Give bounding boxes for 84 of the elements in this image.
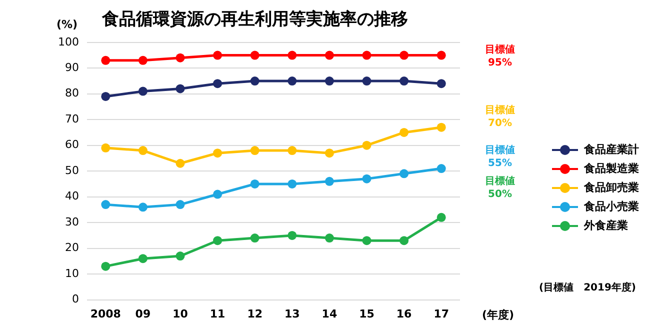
point	[400, 128, 409, 137]
point	[288, 50, 297, 60]
point	[362, 140, 372, 150]
point	[288, 76, 297, 86]
point	[101, 262, 110, 271]
y-axis-title: (%)	[56, 18, 78, 31]
point	[138, 254, 148, 264]
point	[138, 202, 148, 212]
point	[213, 190, 222, 199]
legend-label: 外食産業	[584, 218, 628, 233]
point	[213, 148, 222, 158]
point	[288, 146, 297, 156]
point	[362, 236, 372, 246]
x-axis-title: (年度)	[482, 308, 514, 322]
point	[400, 50, 409, 60]
point	[250, 50, 260, 60]
point	[213, 50, 222, 60]
point	[176, 53, 185, 62]
point	[324, 234, 334, 243]
y-tick-label: 20	[64, 241, 79, 254]
point	[138, 86, 148, 96]
x-tick-label: 10	[172, 307, 188, 320]
x-tick-label: 11	[210, 307, 226, 320]
point	[101, 143, 110, 152]
y-tick-label: 40	[64, 190, 79, 203]
point	[400, 76, 409, 86]
point	[436, 50, 446, 60]
chart-title: 食品循環資源の再生利用等実施率の推移	[101, 10, 408, 30]
text: 目標値 70%	[485, 104, 515, 130]
point	[436, 79, 446, 88]
point	[436, 164, 446, 174]
x-tick-label: 13	[284, 307, 300, 320]
point	[250, 234, 260, 243]
y-tick-label: 70	[64, 112, 79, 126]
point	[138, 56, 148, 65]
point	[138, 146, 148, 156]
point	[101, 56, 110, 65]
text: 目標値 55%	[485, 144, 515, 169]
point	[436, 212, 446, 222]
y-tick-label: 100	[58, 35, 79, 48]
y-tick-label: 30	[64, 215, 79, 228]
x-tick-label: 15	[359, 307, 374, 320]
legend-label: 食品卸売業	[584, 180, 639, 195]
legend-label: 食品製造業	[584, 161, 639, 176]
point	[250, 179, 260, 188]
point	[324, 148, 334, 158]
point	[176, 158, 185, 168]
point	[324, 50, 334, 60]
point	[362, 76, 372, 86]
point	[250, 146, 260, 156]
point	[436, 122, 446, 132]
point	[288, 179, 297, 188]
x-tick-label: 2008	[90, 307, 121, 320]
y-tick-label: 10	[64, 266, 79, 280]
y-tick-label: 90	[64, 61, 79, 74]
point	[400, 236, 409, 246]
y-tick-label: 0	[72, 292, 79, 306]
legend-label: 食品産業計	[584, 142, 639, 157]
text: 目標値 50%	[485, 174, 515, 200]
y-tick-label: 60	[64, 138, 79, 152]
legend-label: 食品小売業	[584, 199, 639, 214]
point	[176, 252, 185, 261]
point	[362, 50, 372, 60]
point	[250, 76, 260, 86]
y-tick-label: 80	[64, 86, 79, 100]
point	[288, 230, 297, 240]
point	[176, 200, 185, 210]
x-tick-label: 14	[322, 307, 338, 320]
x-tick-label: 17	[434, 307, 450, 320]
point	[101, 92, 110, 101]
point	[400, 169, 409, 178]
x-tick-label: 16	[396, 307, 412, 320]
point	[176, 84, 185, 94]
x-tick-label: 09	[135, 307, 151, 320]
point	[324, 176, 334, 186]
y-tick-label: 50	[64, 164, 79, 177]
point	[362, 174, 372, 184]
point	[213, 236, 222, 246]
point	[101, 200, 110, 210]
text: (目標値 2019年度)	[539, 281, 636, 294]
x-tick-label: 12	[247, 307, 263, 320]
point	[324, 76, 334, 86]
point	[213, 79, 222, 88]
text: 目標値 95%	[485, 44, 515, 69]
